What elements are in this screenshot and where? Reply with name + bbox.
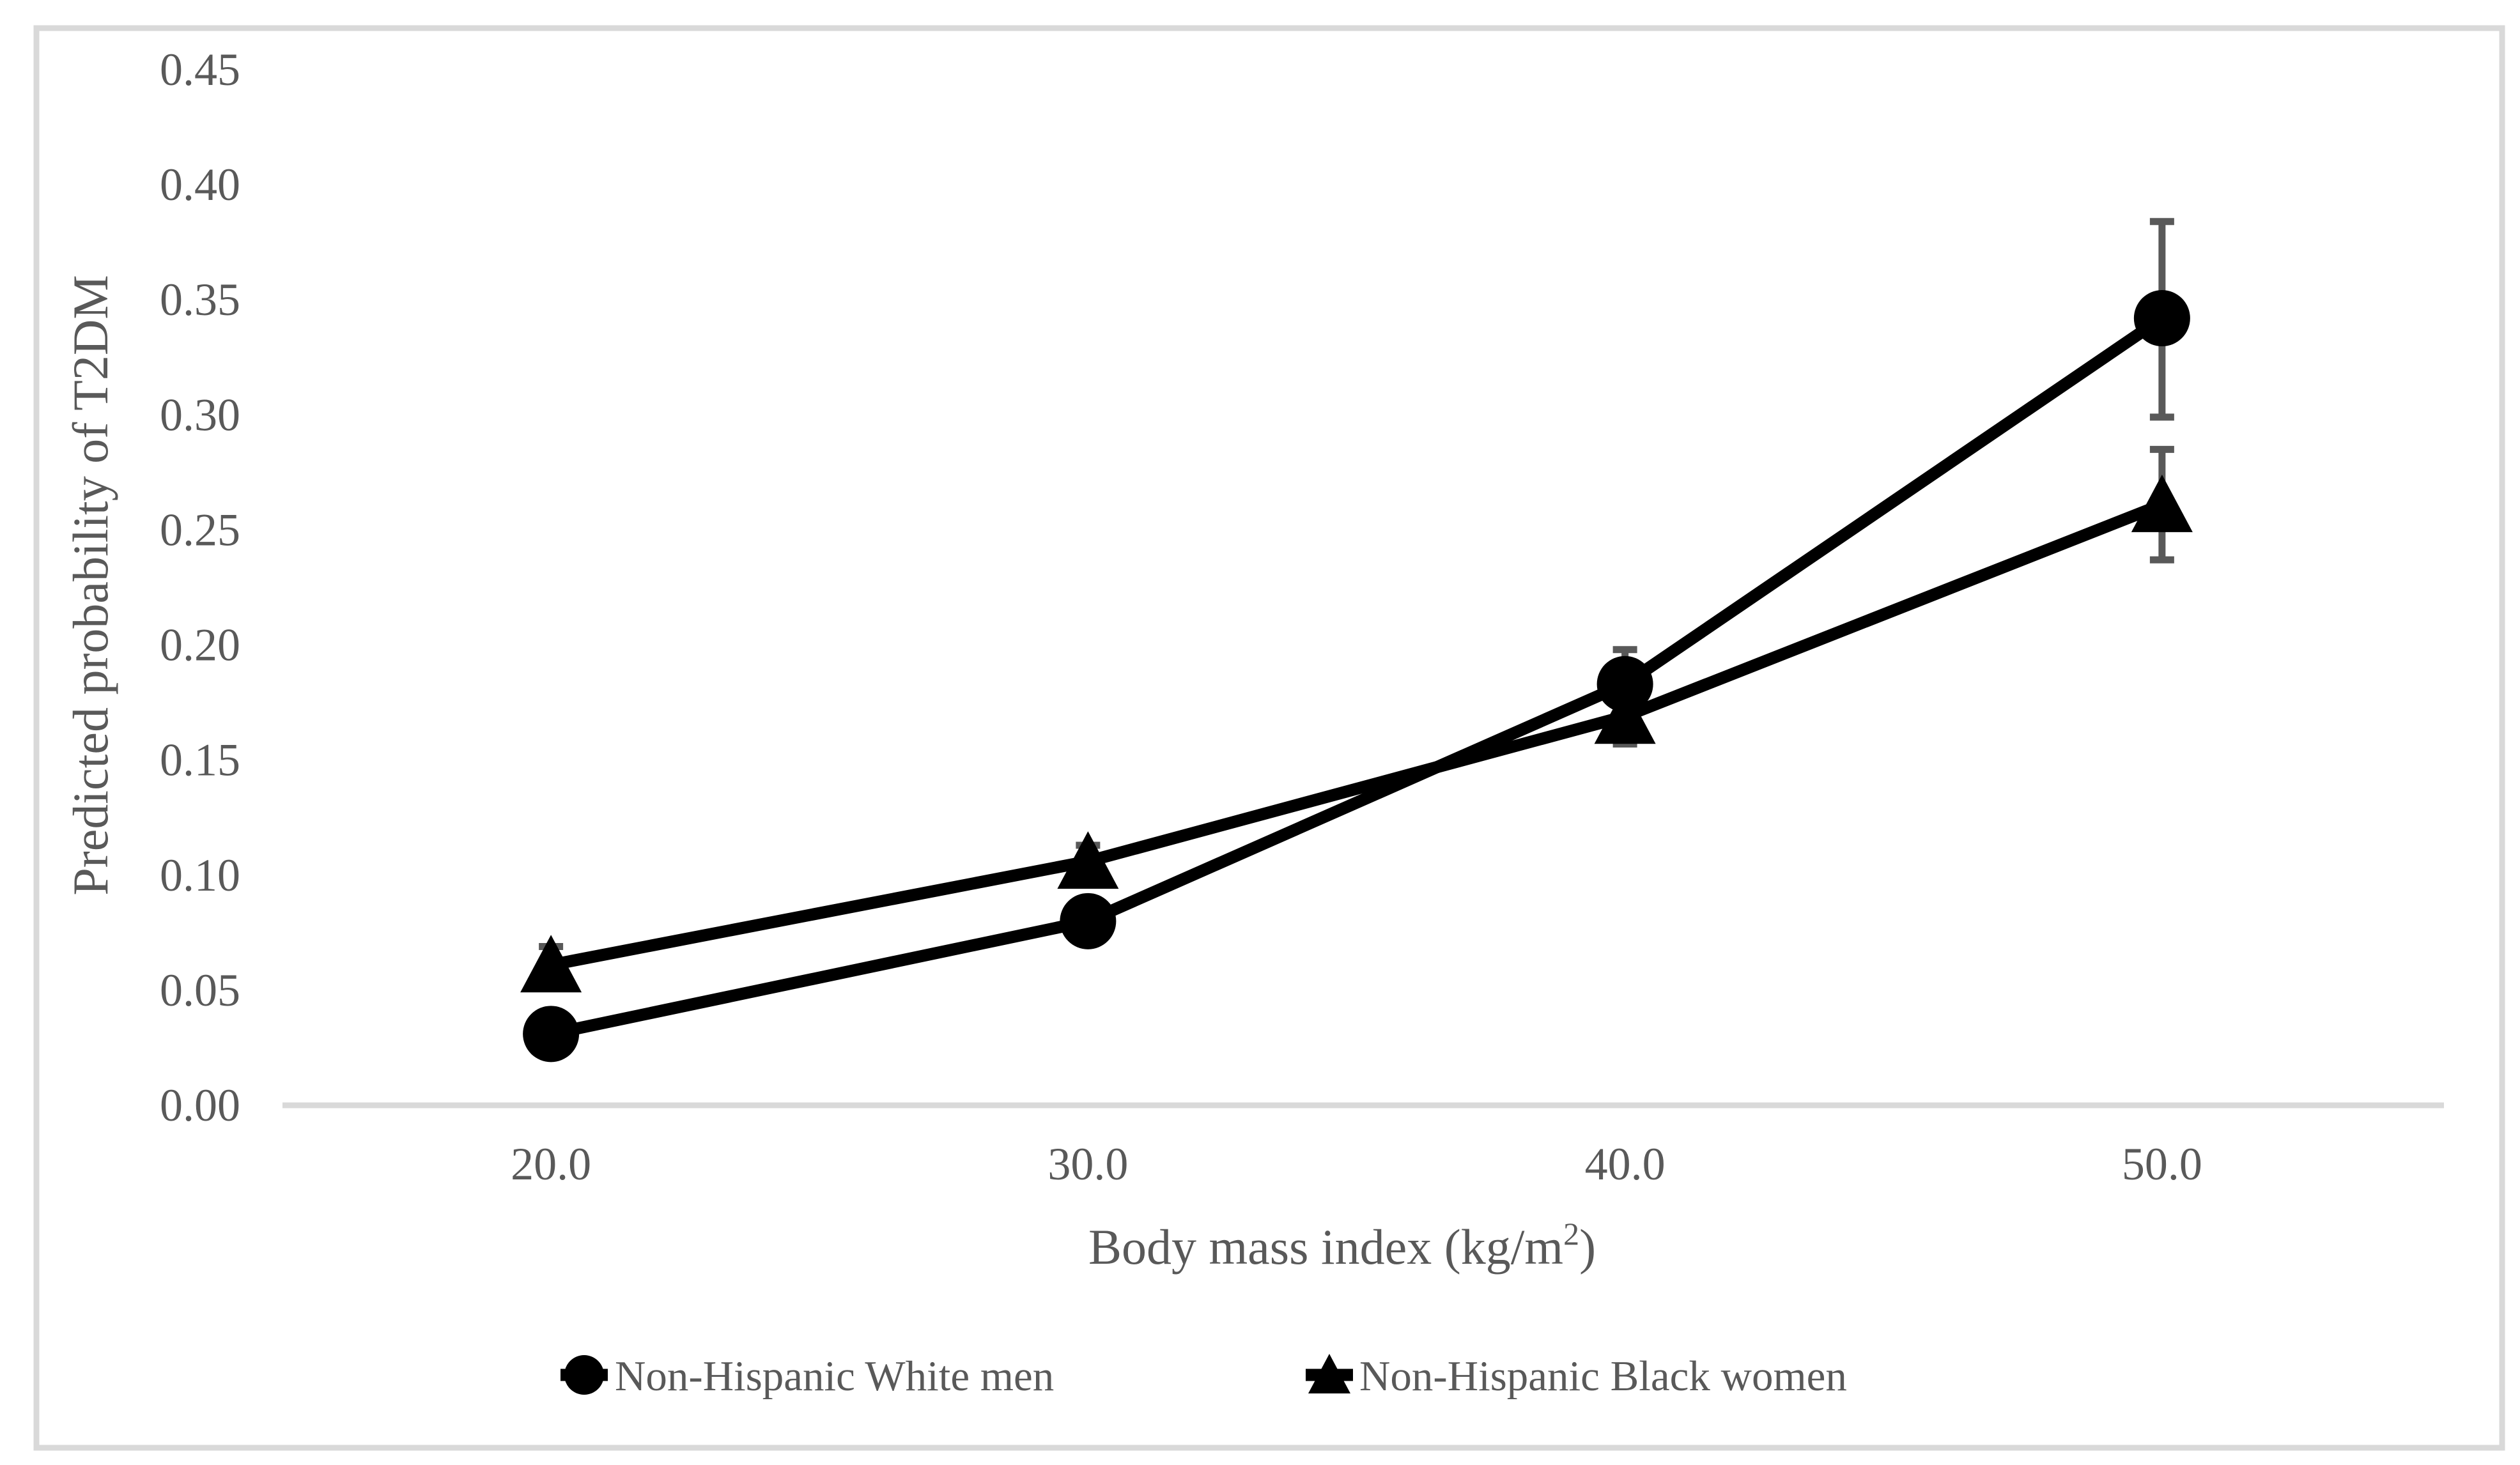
triangle-marker <box>1308 1354 1350 1393</box>
triangle-marker <box>2131 474 2193 532</box>
x-tick-label: 50.0 <box>2122 1139 2202 1190</box>
x-axis-title: Body mass index (kg/m2) <box>1088 1216 1596 1275</box>
y-axis-title: Predicted probability of T2DM <box>63 275 118 895</box>
x-axis-title-text: ) <box>1579 1219 1596 1275</box>
y-tick-label: 0.20 <box>160 620 240 671</box>
series-line-0 <box>550 313 2166 1040</box>
circle-marker <box>1060 893 1117 949</box>
y-tick-label: 0.10 <box>160 850 240 901</box>
legend-item: Non-Hispanic White men <box>560 1353 1054 1400</box>
y-tick-label: 0.00 <box>160 1080 240 1131</box>
y-tick-label: 0.05 <box>160 965 240 1016</box>
triangle-marker <box>1594 686 1656 744</box>
x-axis-tick-labels: 20.0 30.0 40.0 50.0 <box>511 1139 2202 1190</box>
figure-border <box>33 25 2505 1451</box>
triangle-marker <box>520 935 582 993</box>
y-tick-label: 0.45 <box>160 44 240 95</box>
markers-group <box>520 290 2193 1062</box>
series-lines-group <box>550 313 2166 1040</box>
circle-marker <box>1596 656 1653 712</box>
y-tick-label: 0.35 <box>160 274 240 325</box>
x-axis-title-superscript: 2 <box>1563 1216 1579 1252</box>
x-tick-label: 40.0 <box>1585 1139 1666 1190</box>
circle-marker <box>2133 290 2190 347</box>
y-axis-tick-labels: 0.00 0.05 0.10 0.15 0.20 0.25 0.30 0.35 0.40 0.45 <box>160 44 240 1131</box>
circle-marker <box>523 1006 580 1062</box>
y-tick-label: 0.15 <box>160 735 240 786</box>
legend-label: Non-Hispanic Black women <box>1359 1353 1847 1400</box>
x-tick-label: 20.0 <box>511 1139 591 1190</box>
series-line-1 <box>550 498 2165 971</box>
x-tick-label: 30.0 <box>1047 1139 1128 1190</box>
y-tick-label: 0.25 <box>160 504 240 555</box>
legend: Non-Hispanic White men Non-Hispanic Black… <box>560 1353 1847 1400</box>
y-tick-label: 0.30 <box>160 389 240 440</box>
circle-marker <box>564 1355 604 1395</box>
triangle-marker <box>1057 831 1119 889</box>
legend-label: Non-Hispanic White men <box>615 1353 1054 1400</box>
y-tick-label: 0.40 <box>160 159 240 210</box>
legend-item: Non-Hispanic Black women <box>1306 1353 1847 1400</box>
x-axis-title-text: Body mass index (kg/m <box>1088 1219 1563 1275</box>
